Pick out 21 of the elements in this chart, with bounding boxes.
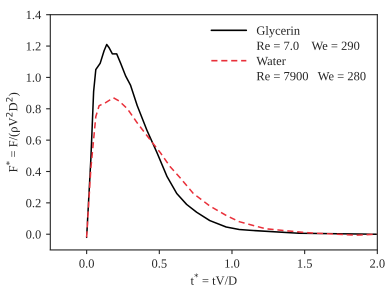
y-tick-label: 0.0 [26, 230, 41, 239]
line-series [86, 97, 378, 238]
x-tick-label: 2.0 [370, 259, 385, 268]
y-tick-label: 1.2 [26, 42, 41, 51]
y-tick-label: 0.6 [26, 136, 41, 145]
x-tick-label: 0.0 [79, 259, 94, 268]
y-tick-label: 1.4 [26, 10, 42, 20]
y-tick-label: 0.2 [26, 198, 41, 208]
annotation: Re = 7900 We = 280 [256, 72, 366, 80]
y-axis-title: F$^{*}$ = F/(ρV$^{2}$D$^{2}$) [6, 92, 20, 172]
x-axis-title: t$^{*}$ = tV/D [190, 273, 237, 285]
y-tick-label: 0.4 [26, 168, 42, 176]
annotation: Re = 7.0 We = 290 [256, 42, 360, 50]
y-tick-label: 1.0 [26, 73, 41, 82]
legend-label: Glycerin [256, 26, 300, 38]
legend-label: Water [256, 56, 286, 66]
y-tick-label: 0.8 [26, 104, 41, 114]
x-tick-label: 1.0 [225, 259, 240, 268]
x-tick-label: 1.5 [298, 259, 312, 268]
line-series [86, 44, 378, 238]
x-tick-label: 0.5 [152, 259, 167, 268]
